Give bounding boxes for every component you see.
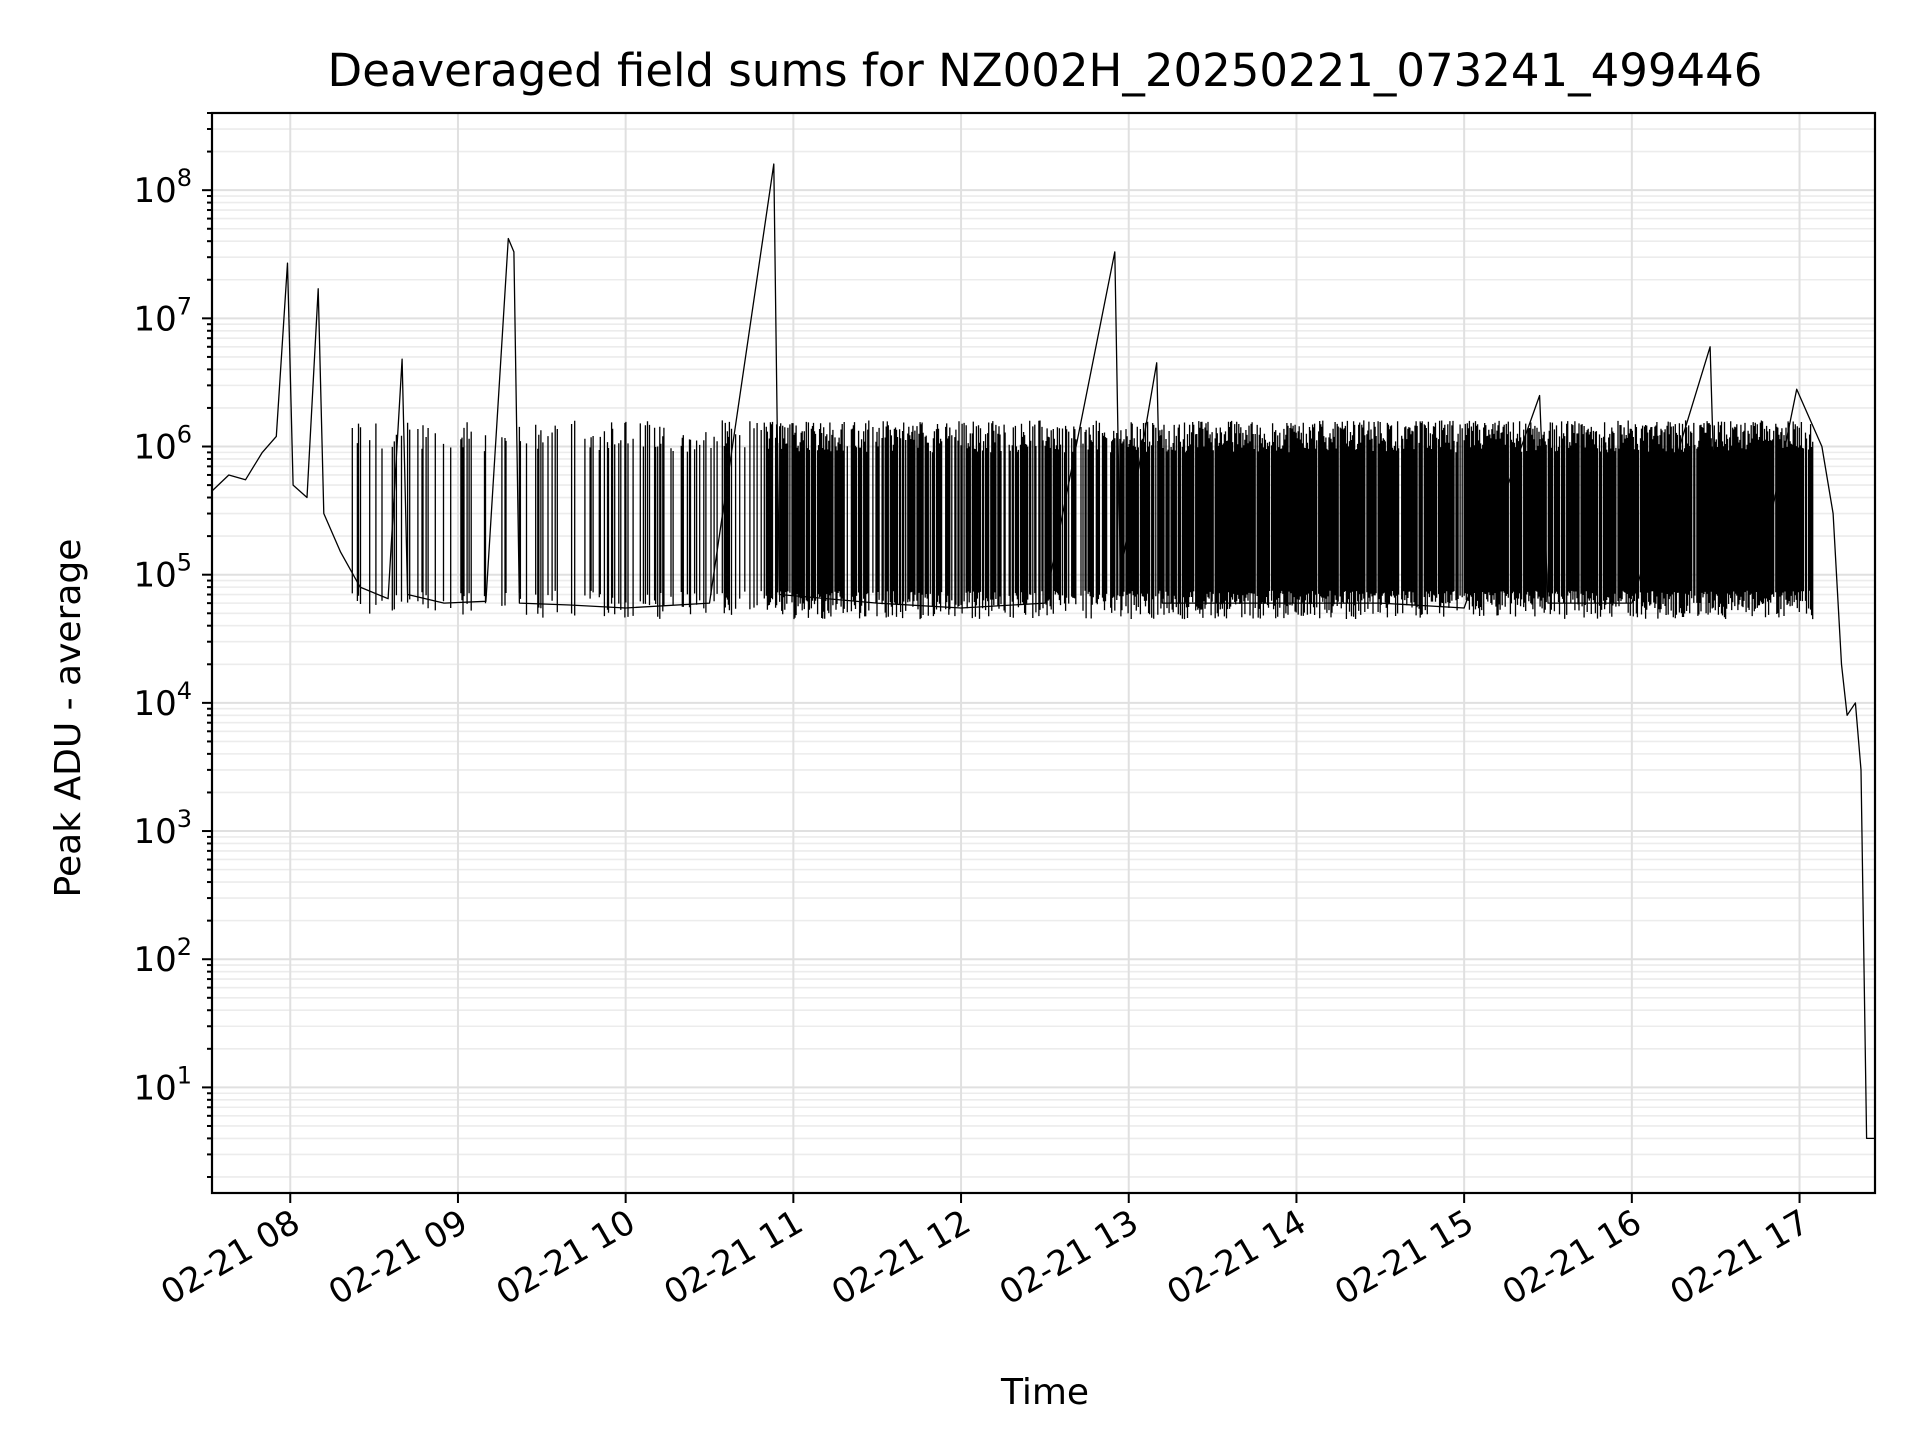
series-line [211, 163, 1875, 1140]
y-tick-label: 102 [133, 933, 192, 980]
y-tick-label: 104 [133, 677, 192, 724]
x-tick-label: 02-21 09 [322, 1202, 474, 1313]
y-tick-label: 105 [133, 549, 192, 596]
x-tick-label: 02-21 15 [1328, 1202, 1480, 1313]
y-tick-label: 103 [133, 805, 192, 852]
x-tick-label: 02-21 14 [1161, 1202, 1313, 1313]
x-tick-label: 02-21 12 [825, 1202, 977, 1313]
x-axis: 02-21 08 02-21 09 02-21 10 02-21 11 02-21 12… [154, 1193, 1816, 1313]
grid [212, 112, 1875, 1193]
x-tick-label: 02-21 17 [1664, 1202, 1816, 1313]
plot-frame [210, 111, 1877, 1195]
y-tick-label: 101 [133, 1061, 192, 1108]
y-axis-label: Peak ADU - average [48, 539, 89, 898]
series-oscillation [351, 420, 1814, 620]
y-axis: 101 102 103 104 105 106 107 108 [133, 112, 212, 1178]
x-tick-label: 02-21 13 [993, 1202, 1145, 1313]
x-tick-label: 02-21 08 [154, 1202, 306, 1313]
data-band [351, 420, 1814, 620]
chart-title: Deaveraged field sums for NZ002H_2025022… [328, 44, 1763, 97]
x-tick-label: 02-21 16 [1496, 1202, 1648, 1313]
x-axis-label: Time [1000, 1372, 1089, 1413]
y-tick-label: 107 [133, 292, 192, 339]
y-tick-label: 108 [133, 164, 192, 211]
x-tick-label: 02-21 11 [657, 1202, 809, 1313]
x-tick-label: 02-21 10 [490, 1202, 642, 1313]
y-tick-label: 106 [133, 421, 192, 468]
